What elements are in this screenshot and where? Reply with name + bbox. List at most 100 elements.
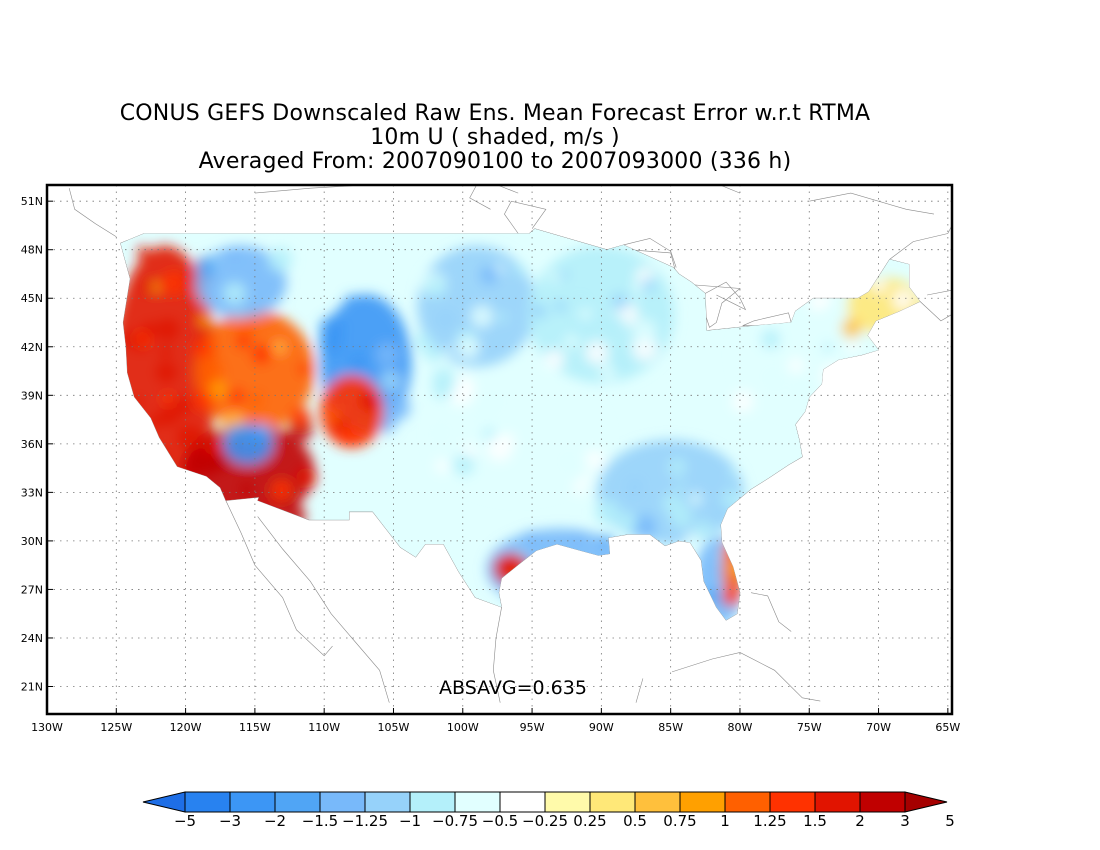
field-speckle [157, 318, 179, 341]
coastline-segment [635, 678, 644, 703]
field-speckle [544, 349, 565, 369]
field-speckle [732, 391, 754, 413]
field-speckle [585, 450, 605, 470]
lat-tick-label: 27N [21, 583, 43, 596]
colorbar-swatch [319, 791, 366, 813]
lon-tick-label: 70W [866, 721, 891, 734]
lat-tick-label: 39N [21, 389, 43, 402]
field-speckle [728, 469, 738, 478]
coastline-segment [719, 185, 754, 194]
colorbar: −5 −3 −2 −1.5 −1.25 −1 −0.75 −0.5 −0.25 0.25 0.5 0.… [142, 791, 955, 830]
field-speckle [694, 521, 713, 540]
field-speckle [605, 314, 625, 334]
field-speckle [763, 368, 785, 391]
title-line-1: CONUS GEFS Downscaled Raw Ens. Mean Fore… [119, 101, 871, 126]
field-speckle [142, 322, 158, 338]
field-speckle [349, 354, 367, 372]
field-speckle [549, 271, 560, 282]
coastline-segment [257, 516, 390, 703]
field-speckle [359, 390, 380, 412]
coastline-segment [68, 188, 117, 238]
field-speckle [675, 482, 685, 491]
field-speckle [192, 391, 212, 411]
field-speckle [532, 303, 547, 319]
lon-tick-label: 65W [935, 721, 960, 734]
field-speckle [472, 395, 497, 420]
longitude-labels: 130W 125W 120W 115W 110W 105W 100W 95W 90W 85W 80W… [31, 708, 960, 734]
field-speckle [611, 293, 629, 310]
field-speckle [240, 482, 253, 495]
coastline-segment [504, 200, 547, 234]
field-speckle [575, 296, 586, 307]
field-speckle [223, 282, 246, 305]
colorbar-label: 2 [855, 812, 865, 830]
colorbar-label: −1 [399, 812, 421, 830]
colorbar-swatch [184, 791, 231, 813]
field-speckle [177, 425, 202, 450]
field-speckle [721, 588, 740, 607]
lat-tick-label: 33N [21, 486, 43, 499]
colorbar-label: −1.5 [302, 812, 338, 830]
field-speckle [193, 339, 212, 358]
colorbar-label: −5 [174, 812, 196, 830]
field-speckle [271, 479, 292, 501]
field-speckle [425, 276, 446, 298]
coastline-segment [809, 192, 935, 215]
colorbar-label: 5 [945, 812, 955, 830]
field-speckle [159, 406, 179, 426]
lon-tick-label: 80W [728, 721, 753, 734]
field-speckle [632, 335, 658, 361]
field-speckle [432, 367, 456, 391]
field-speckle [413, 332, 433, 352]
lon-tick-label: 115W [239, 721, 271, 734]
field-speckle [662, 493, 683, 514]
field-speckle [627, 479, 643, 496]
field-speckle [339, 426, 358, 445]
coastline-segment [919, 289, 952, 322]
field-speckle [579, 308, 592, 321]
field-speckle [573, 481, 587, 494]
field-speckle [668, 458, 686, 476]
field-speckle [443, 347, 453, 357]
field-speckle [632, 319, 657, 343]
field-speckle [161, 392, 174, 405]
colorbar-swatch [634, 791, 681, 813]
field-speckle [234, 309, 245, 319]
colorbar-swatch [769, 791, 816, 813]
lon-tick-label: 75W [797, 721, 822, 734]
latitude-labels: 51N 48N 45N 42N 39N 36N 33N 30N 27N 24N 21N [21, 195, 53, 693]
field-speckle [161, 270, 187, 296]
colorbar-arrow-high [904, 791, 948, 813]
field-speckle [156, 362, 177, 383]
colorbar-label: 1.5 [803, 812, 827, 830]
field-speckle [570, 464, 585, 479]
colorbar-swatch [454, 791, 501, 813]
field-speckle [160, 346, 172, 358]
field-speckle [495, 557, 504, 566]
absavg-label: ABSAVG=0.635 [439, 677, 587, 699]
field-speckle [523, 530, 538, 546]
lon-tick-label: 90W [589, 721, 614, 734]
coastline-segment [623, 238, 677, 268]
colorbar-label: 1.25 [753, 812, 786, 830]
field-speckle [251, 344, 271, 364]
field-speckle [841, 318, 862, 339]
colorbar-swatch [229, 791, 276, 813]
field-speckle [196, 257, 216, 278]
colorbar-label: −3 [219, 812, 241, 830]
lon-tick-label: 125W [100, 721, 132, 734]
field-speckle [273, 341, 286, 354]
colorbar-label: 0.25 [573, 812, 606, 830]
field-speckle [571, 530, 585, 544]
colorbar-swatch [814, 791, 861, 813]
field-speckle [497, 312, 508, 323]
colorbar-label: −0.5 [482, 812, 518, 830]
colorbar-swatch [544, 791, 591, 813]
field-speckle [453, 453, 475, 476]
field-speckle [380, 370, 402, 391]
field-speckle [228, 388, 245, 405]
field-speckle [560, 270, 569, 280]
colorbar-label: 0.5 [623, 812, 647, 830]
lat-tick-label: 42N [21, 341, 43, 354]
colorbar-swatch [499, 791, 546, 813]
